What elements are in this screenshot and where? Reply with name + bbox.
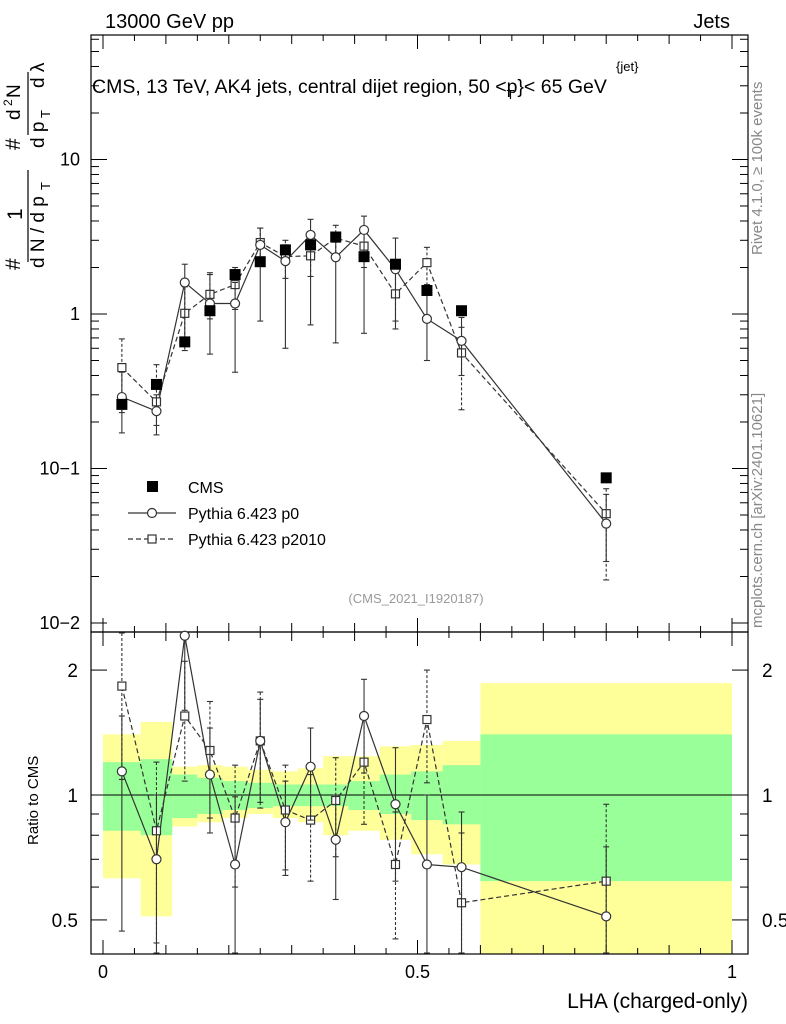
ratio-y-tick-label: 0.5 [52,911,78,932]
side-label-top: Rivet 4.1.0, ≥ 100k events [749,82,766,255]
point-cms [456,305,468,317]
ratio-point-p2010 [422,714,432,725]
x-tick-label: 1 [727,962,737,982]
ratio-uncertainty-bands [103,683,732,954]
point-p0 [305,229,316,241]
legend-marker-cms [147,481,158,492]
legend-label-p2010: Pythia 6.423 p2010 [188,532,326,549]
y-tick-label: 1 [70,304,80,324]
point-p0 [255,239,266,251]
point-cms [279,244,291,256]
svg-text:T: T [38,182,53,190]
point-cms [330,231,342,243]
legend-marker-p0 [146,507,158,519]
point-p0 [456,335,467,346]
point-p0 [330,252,341,263]
ratio-point-p0 [255,735,266,747]
main-y-axis-label: # 1 d N / d p T # d p T d λ d 2 N [1,62,53,270]
plot-title: CMS, 13 TeV, AK4 jets, central dijet reg… [92,76,607,102]
analysis-tag: (CMS_2021_I1920187) [348,591,483,606]
svg-text:#: # [2,258,25,270]
point-p2010 [422,258,432,268]
plot-title-sub: T [506,87,514,102]
y-tick-label: 10−1 [39,459,80,479]
svg-text:T: T [38,110,53,118]
svg-text:d: d [4,109,25,120]
category-label: Jets [693,11,730,33]
y-tick-label: 10−2 [39,613,80,633]
legend: CMS Pythia 6.423 p0 Pythia 6.423 p2010 [128,480,326,549]
point-p0 [421,313,433,324]
series-line-p0 [121,229,607,524]
side-label-bottom: mcplots.cern.ch [arXiv:2401.10621] [749,393,766,628]
legend-label-cms: CMS [188,480,224,497]
point-p0 [358,224,370,236]
ratio-point-p0 [456,862,467,873]
x-axis-label: LHA (charged-only) [567,990,748,1013]
point-p0 [280,255,291,267]
plot-title-end: }< 65 GeV [517,76,606,98]
ratio-line-p0 [121,635,607,917]
svg-text:N: N [4,84,25,98]
ratio-y-tick-label: 2 [762,661,773,682]
point-cms [229,269,241,281]
point-cms [305,239,317,251]
ratio-plot-frame [90,631,749,955]
point-cms [358,251,370,263]
ratio-y-tick-label: 2 [67,661,78,682]
ratio-band-inner [172,774,198,819]
ratio-point-p2010 [117,681,127,691]
ratio-line-p2010 [121,685,607,904]
ratio-point-p0 [305,761,316,772]
point-p2010 [117,362,127,373]
point-cms [116,398,128,410]
legend-marker-p2010 [147,534,157,544]
ratio-point-p0 [204,769,216,780]
point-cms [204,305,216,317]
ratio-point-p0 [358,710,370,722]
point-p0 [179,277,190,288]
ratio-point-p0 [280,817,291,828]
ratio-point-p2010 [180,711,190,721]
ratio-point-p0 [601,911,612,922]
ratio-point-p0 [421,859,433,870]
plot-title-main: CMS, 13 TeV, AK4 jets, central dijet reg… [92,76,518,98]
ratio-y-tick-label: 1 [67,786,78,807]
point-p0 [151,406,162,417]
svg-text:1: 1 [4,208,27,220]
ratio-band-inner [348,781,380,811]
ratio-point-p0 [390,799,401,810]
ratio-y-tick-label: 1 [762,786,773,807]
ratio-point-p0 [151,854,162,865]
plot-title-sup: {jet} [616,59,639,74]
point-cms [389,258,401,270]
point-p0 [601,518,612,529]
point-p0 [229,298,241,309]
point-cms [421,284,433,296]
ratio-point-p0 [330,834,341,845]
svg-text:#: # [2,138,25,150]
svg-text:d N / d p: d N / d p [28,196,49,268]
energy-label: 13000 GeV pp [105,11,234,33]
x-tick-label: 0.5 [405,962,430,982]
x-tick-label: 0 [98,962,108,982]
y-tick-label: 10 [60,150,80,170]
point-cms [179,336,191,348]
point-cms [600,472,612,484]
ratio-y-tick-label: 0.5 [762,911,786,932]
data-marks [116,215,612,954]
point-cms [150,378,162,390]
svg-text:d p: d p [28,122,49,148]
svg-text:2: 2 [1,99,15,106]
ratio-point-p0 [116,766,127,777]
ratio-y-axis-label: Ratio to CMS [25,756,42,845]
legend-label-p0: Pythia 6.423 p0 [188,506,299,523]
svg-text:d λ: d λ [28,62,49,88]
ratio-point-p0 [179,630,190,641]
point-cms [254,256,266,268]
ratio-point-p0 [229,859,241,870]
